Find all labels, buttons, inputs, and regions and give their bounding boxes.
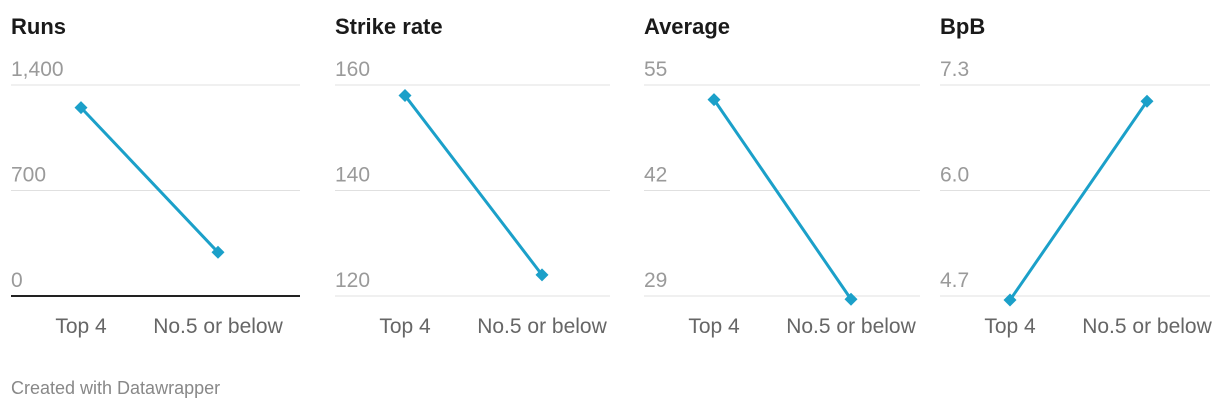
- chart-title: BpB: [940, 14, 985, 39]
- y-tick-label: 55: [644, 58, 667, 81]
- y-tick-label: 7.3: [940, 58, 969, 81]
- data-point-marker: [398, 89, 412, 103]
- chart-title: Strike rate: [335, 14, 443, 39]
- chart-panel-4: BpB 7.3 6.0 4.7 Top 4 No.5 or below: [940, 14, 1213, 338]
- chart-panel-3: Average 55 42 29 Top 4 No.5 or below: [644, 14, 920, 338]
- data-point-marker: [74, 101, 88, 115]
- y-tick-label: 1,400: [11, 58, 64, 81]
- x-tick-label: Top 4: [379, 315, 431, 338]
- data-point-marker: [1003, 293, 1017, 307]
- x-tick-label: Top 4: [984, 315, 1036, 338]
- y-tick-label: 0: [11, 269, 23, 292]
- chart-title: Average: [644, 14, 730, 39]
- y-tick-label: 6.0: [940, 164, 969, 187]
- y-tick-label: 42: [644, 164, 667, 187]
- datawrapper-credit: Created with Datawrapper: [11, 378, 221, 398]
- data-point-marker: [707, 93, 721, 107]
- series-line: [712, 98, 853, 301]
- data-point-marker: [211, 245, 225, 259]
- x-tick-label: Top 4: [688, 315, 740, 338]
- data-point-marker: [535, 268, 549, 282]
- x-tick-label: No.5 or below: [477, 315, 607, 338]
- y-tick-label: 160: [335, 58, 370, 81]
- data-point-marker: [1140, 94, 1154, 108]
- series-line: [79, 106, 220, 254]
- data-point-marker: [844, 292, 858, 306]
- y-tick-label: 140: [335, 164, 370, 187]
- y-tick-label: 29: [644, 269, 667, 292]
- x-tick-label: No.5 or below: [1082, 315, 1212, 338]
- x-tick-label: Top 4: [55, 315, 107, 338]
- y-tick-label: 4.7: [940, 269, 969, 292]
- chart-panel-2: Strike rate 160 140 120 Top 4 No.5 or below: [335, 14, 610, 338]
- chart-panel-1: Runs 1,400 700 0 Top 4 No.5 or below: [11, 14, 300, 338]
- chart-title: Runs: [11, 14, 66, 39]
- series-line: [1008, 100, 1149, 301]
- x-tick-label: No.5 or below: [153, 315, 283, 338]
- y-tick-label: 120: [335, 269, 370, 292]
- y-tick-label: 700: [11, 164, 46, 187]
- x-tick-label: No.5 or below: [786, 315, 916, 338]
- series-line: [403, 94, 544, 276]
